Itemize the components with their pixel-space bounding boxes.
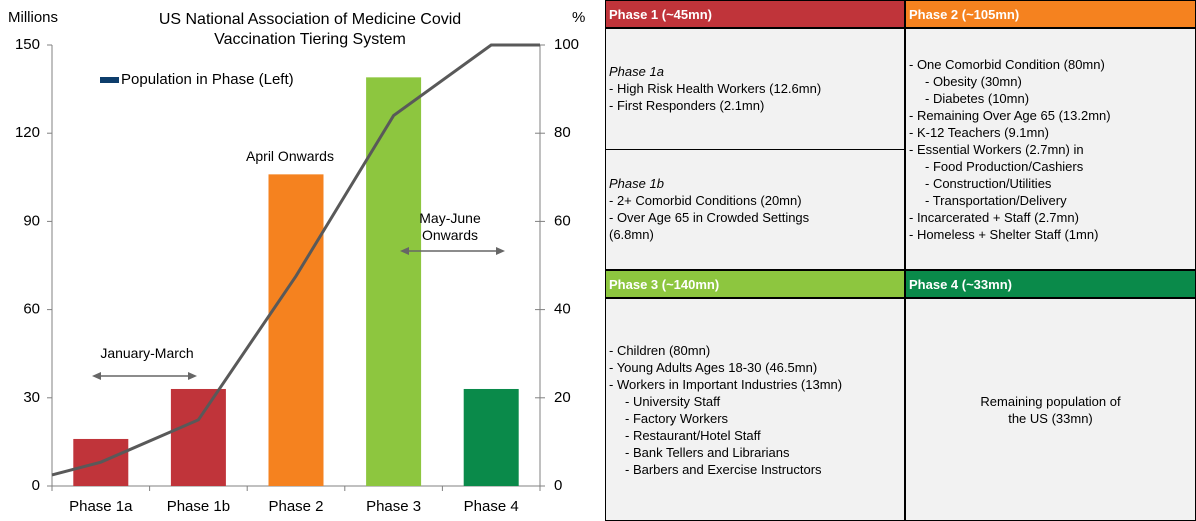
annotation: April Onwards	[246, 148, 334, 164]
sub-item: - Food Production/Cashiers	[925, 158, 1084, 174]
list-item: - Workers in Important Industries (13mn)	[609, 376, 843, 392]
list-item: - One Comorbid Condition (80mn)	[909, 56, 1105, 72]
cell-group: Remaining population of the US (33mn)	[906, 299, 1195, 520]
x-tick-label: Phase 4	[464, 498, 519, 515]
y2-tick-label: 20	[554, 389, 571, 406]
arrow-head	[496, 247, 505, 255]
bar	[366, 77, 422, 486]
phase-cell: Remaining population of the US (33mn)	[905, 298, 1196, 521]
y2-tick-label: 100	[554, 36, 579, 53]
sub-item: - Bank Tellers and Librarians	[625, 444, 790, 460]
phase-note: Remaining population of the US (33mn)	[980, 393, 1121, 426]
sub-item: - Construction/Utilities	[925, 175, 1052, 191]
chart: Millions % 0 30 60 90 120 150 0 20 40 60 80 100 Phas…	[8, 9, 585, 515]
arrow-head	[92, 372, 101, 380]
y-tick-label: 120	[15, 124, 40, 141]
phase-header: Phase 3 (~140mn)	[605, 270, 905, 298]
legend-label: Population in Phase (Left)	[121, 71, 294, 88]
bar	[170, 388, 226, 486]
cell-group: - Children (80mn) - Young Adults Ages 18-…	[606, 299, 904, 520]
list-item: - High Risk Health Workers (12.6mn)	[609, 81, 822, 97]
y-tick-label: 30	[23, 389, 40, 406]
y-tick-label: 90	[23, 212, 40, 229]
y2-tick-label: 0	[554, 477, 562, 494]
y-tick-label: 150	[15, 36, 40, 53]
y2-tick-label: 40	[554, 301, 571, 318]
x-tick-label: Phase 1b	[167, 498, 230, 515]
arrow-head	[400, 247, 409, 255]
x-tick-label: Phase 3	[366, 498, 421, 515]
group-title: Phase 1a	[609, 64, 664, 80]
sub-item: - Factory Workers	[625, 410, 729, 426]
phase-header: Phase 2 (~105mn)	[905, 0, 1196, 28]
list-item: - Remaining Over Age 65 (13.2mn)	[909, 107, 1111, 123]
annotation: May-June Onwards	[419, 210, 481, 243]
y-tick-label: 60	[23, 301, 40, 318]
y-tick-label: 0	[32, 477, 40, 494]
bar	[268, 174, 324, 487]
sub-item: - Restaurant/Hotel Staff	[625, 427, 761, 443]
list-item: - Incarcerated + Staff (2.7mn)	[909, 209, 1079, 225]
sub-item: - Barbers and Exercise Instructors	[625, 461, 822, 477]
phase-header: Phase 1 (~45mn)	[605, 0, 905, 28]
phase-cell: - One Comorbid Condition (80mn) - Obesity…	[905, 28, 1196, 270]
list-item: - Young Adults Ages 18-30 (46.5mn)	[609, 359, 818, 375]
phase-table: Phase 1 (~45mn) Phase 2 (~105mn) Phase 1a -…	[605, 0, 1196, 521]
chart-title: US National Association of Medicine Covi…	[158, 11, 462, 48]
cell-group: Phase 1b - 2+ Comorbid Conditions (20mn) -…	[606, 150, 904, 270]
y2-tick-label: 80	[554, 124, 571, 141]
phase-header: Phase 4 (~33mn)	[905, 270, 1196, 298]
list-item: - 2+ Comorbid Conditions (20mn)	[609, 193, 802, 209]
phase-cell: Phase 1a - High Risk Health Workers (12.6…	[605, 28, 905, 270]
list-item: - K-12 Teachers (9.1mn)	[909, 124, 1049, 140]
y2-axis-label: %	[572, 9, 585, 26]
list-item: - Essential Workers (2.7mn) in	[909, 141, 1084, 157]
legend-swatch	[100, 77, 119, 83]
x-tick-label: Phase 2	[268, 498, 323, 515]
list-item: - Homeless + Shelter Staff (1mn)	[909, 226, 1099, 242]
sub-item: - Diabetes (10mn)	[925, 90, 1030, 106]
annotation: January-March	[100, 345, 194, 361]
x-tick-label: Phase 1a	[69, 498, 133, 515]
list-item: - Over Age 65 in Crowded Settings (6.8mn…	[609, 210, 810, 243]
sub-item: - Obesity (30mn)	[925, 73, 1022, 89]
line	[51, 43, 540, 477]
group-title: Phase 1b	[609, 176, 664, 192]
cell-group: - One Comorbid Condition (80mn) - Obesity…	[906, 29, 1195, 269]
sub-item: - Transportation/Delivery	[925, 192, 1067, 208]
list-item: - First Responders (2.1mn)	[609, 98, 765, 114]
list-item: - Children (80mn)	[609, 342, 711, 358]
arrow-head	[188, 372, 197, 380]
y2-tick-label: 60	[554, 212, 571, 229]
cell-group: Phase 1a - High Risk Health Workers (12.6…	[606, 29, 904, 150]
bar	[463, 388, 519, 486]
y-axis-label: Millions	[8, 9, 58, 26]
sub-item: - University Staff	[625, 393, 721, 409]
phase-cell: - Children (80mn) - Young Adults Ages 18-…	[605, 298, 905, 521]
